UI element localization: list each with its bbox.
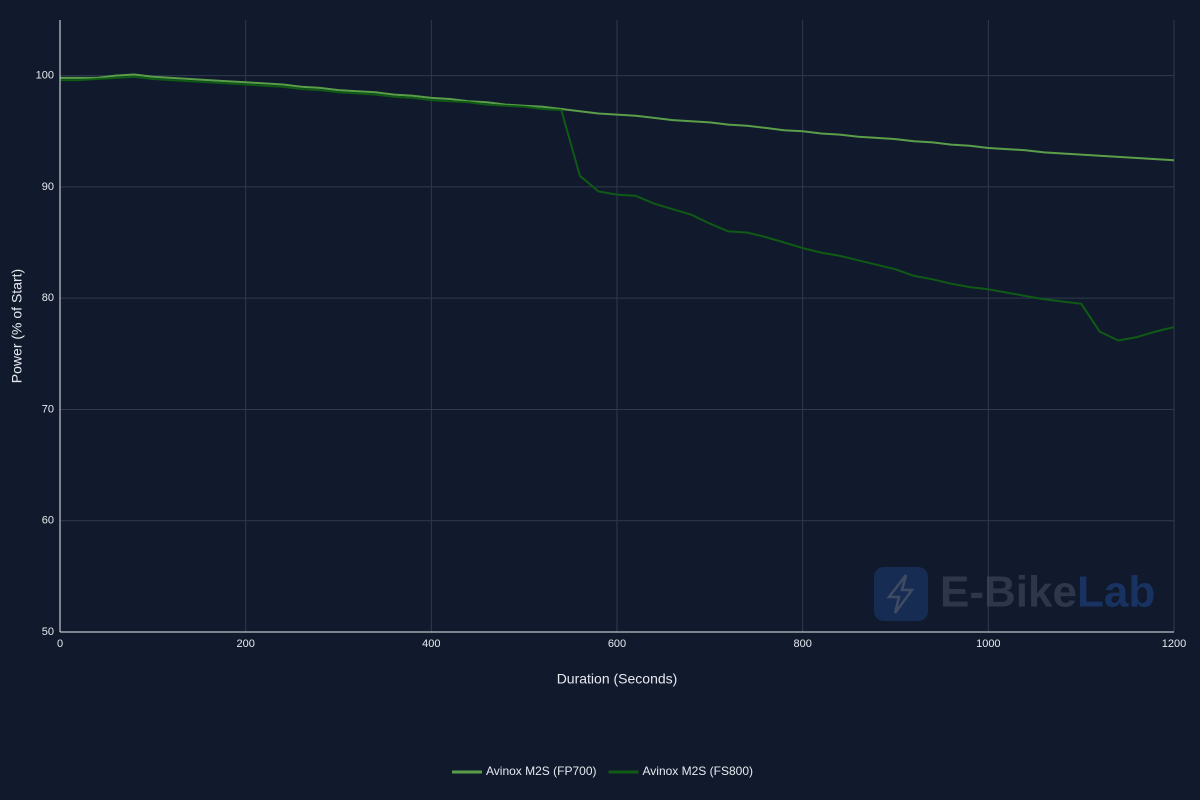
y-axis-label: Power (% of Start) <box>9 269 25 383</box>
y-tick-label: 70 <box>42 403 54 415</box>
x-tick-label: 0 <box>57 638 63 650</box>
watermark-text: E-Bike <box>940 568 1077 617</box>
series-line <box>60 75 1175 342</box>
x-tick-label: 600 <box>608 638 626 650</box>
x-axis-label: Duration (Seconds) <box>557 671 678 687</box>
watermark: E-Bike Lab <box>874 567 1155 621</box>
series-line <box>60 73 1175 162</box>
watermark-bolt <box>886 574 915 614</box>
x-tick-label: 200 <box>236 638 254 650</box>
legend-label: Avinox M2S (FS800) <box>643 764 754 778</box>
y-tick-label: 60 <box>42 515 54 527</box>
lines <box>60 73 1175 342</box>
y-tick-label: 50 <box>42 626 54 638</box>
x-tick-label: 1000 <box>976 638 1000 650</box>
x-tick-label: 1200 <box>1162 638 1186 650</box>
y-tick-label: 90 <box>42 181 54 193</box>
grid <box>59 20 1175 633</box>
x-tick-label: 400 <box>422 638 440 650</box>
watermark-text: Lab <box>1077 568 1155 617</box>
x-tick-label: 800 <box>793 638 811 650</box>
legend: Avinox M2S (FP700) Avinox M2S (FS800) <box>452 764 753 778</box>
y-tick-label: 80 <box>42 292 54 304</box>
y-tick-label: 100 <box>36 70 54 82</box>
watermark-icon <box>874 567 928 621</box>
legend-label: Avinox M2S (FP700) <box>486 764 597 778</box>
